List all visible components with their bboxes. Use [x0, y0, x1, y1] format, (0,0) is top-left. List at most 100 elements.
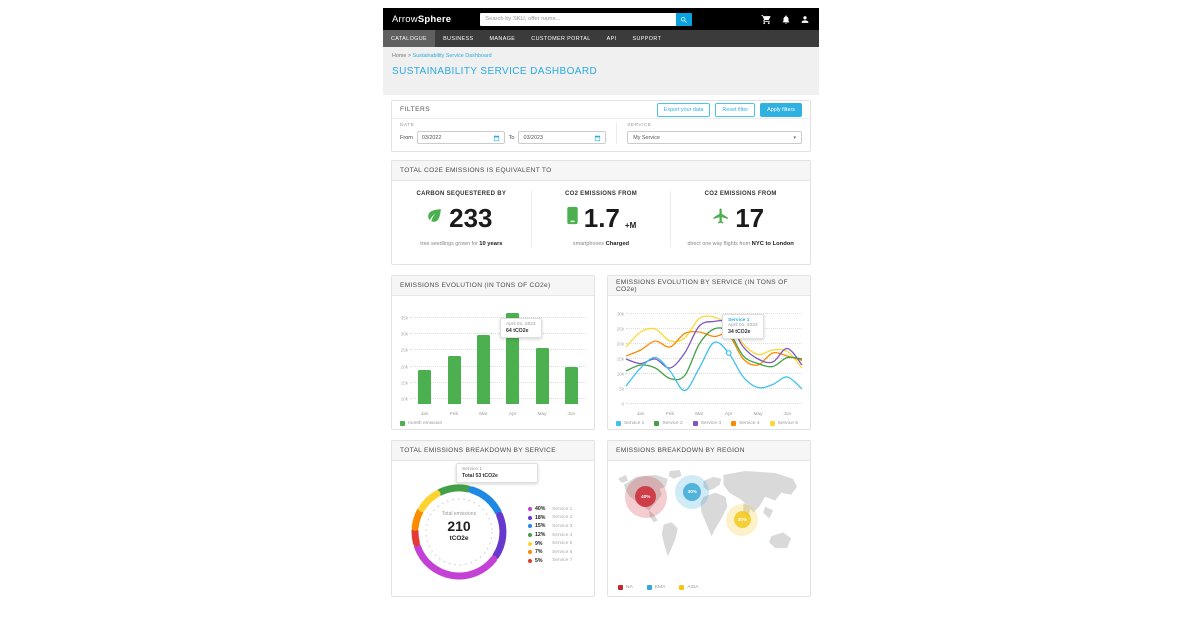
donut-segment-service-4[interactable]: [436, 484, 472, 496]
nav-item-customer-portal[interactable]: CUSTOMER PORTAL: [531, 35, 591, 42]
donut-segment-service-6[interactable]: [411, 508, 424, 531]
gridline: [410, 349, 586, 351]
gridline: [410, 316, 586, 318]
legend-label: NA: [626, 585, 633, 590]
donut-legend-item[interactable]: 12% Service 4: [528, 531, 572, 540]
date-to-input[interactable]: [523, 134, 595, 141]
service-select[interactable]: My Service ▾: [627, 131, 802, 144]
line-legend-swatch: [692, 421, 698, 426]
bar-chart: 10k 15k 20k 25k 30k 35k Jan Feb Mar Apr May Jun Ap…: [392, 296, 594, 430]
legend-item-service-1[interactable]: Service 1: [616, 421, 644, 426]
equivalent-caption-bold: 10 years: [479, 241, 503, 247]
equivalent-heading: CARBON SEQUESTERED BY: [416, 191, 507, 197]
legend-label: EMA: [654, 585, 666, 590]
legend-item-service-3[interactable]: Service 3: [692, 421, 721, 426]
calendar-icon[interactable]: [594, 129, 601, 147]
reset-filter-button[interactable]: Reset filter: [715, 102, 756, 117]
legend-pct: 40%: [535, 506, 546, 513]
date-to-field: [518, 129, 607, 147]
legend-label: Service 4: [552, 532, 573, 538]
y-axis-label: 0: [621, 401, 624, 407]
nav-item-api[interactable]: API: [606, 35, 617, 42]
equivalent-smartphones: CO2 EMISSIONS FROM 1.7 +M smartphones Ch…: [530, 191, 671, 247]
breadcrumb-separator: >: [407, 53, 412, 59]
date-from-input[interactable]: [421, 134, 493, 141]
region-bubble-value: 30%: [733, 511, 751, 529]
gridline: [626, 388, 802, 389]
nav-item-business[interactable]: BUSINESS: [443, 35, 474, 42]
series-line-service-2: [625, 327, 803, 381]
breadcrumb-current[interactable]: Sustainability Service Dashboard: [412, 53, 492, 59]
donut-legend-item[interactable]: 40% Service 1: [528, 505, 572, 514]
donut-legend-swatch: [528, 515, 532, 520]
bar-feb[interactable]: [447, 356, 461, 404]
smartphone-icon: [566, 206, 579, 230]
nav-item-catalogue[interactable]: CATALOGUE: [383, 30, 436, 47]
donut-segment-service-7[interactable]: [411, 527, 420, 547]
bar-jan[interactable]: [418, 369, 432, 404]
tooltip-date: April 01, 2023: [506, 322, 536, 327]
bar-mar[interactable]: [476, 334, 490, 404]
line-x-labels: Jan Feb Mar Apr May Jun: [626, 412, 802, 417]
gridline: [626, 358, 802, 359]
dashboard-content: FILTERS Export your data Reset filter Ap…: [383, 95, 819, 605]
user-icon[interactable]: [800, 14, 810, 25]
x-axis-label: May: [753, 412, 763, 417]
continent-africa: [700, 492, 728, 537]
chevron-down-icon: ▾: [793, 134, 796, 141]
donut-legend-item[interactable]: 18% Service 2: [528, 514, 572, 523]
legend-item-service-2[interactable]: Service 2: [654, 421, 683, 426]
gridline: [410, 333, 586, 335]
search-input[interactable]: [480, 12, 677, 26]
donut-legend-item[interactable]: 5% Service 7: [528, 557, 572, 566]
map-legend-item-asia[interactable]: ASIA: [679, 585, 699, 590]
bar-x-labels: Jan Feb Mar Apr May Jun: [410, 412, 586, 417]
y-axis-label: 15k: [400, 380, 408, 386]
continent-europe: [703, 476, 722, 491]
x-axis-label: May: [537, 412, 547, 417]
donut-segment-service-3[interactable]: [468, 486, 502, 516]
equivalent-trees: CARBON SEQUESTERED BY 233 tree seedlings…: [392, 191, 531, 247]
hovered-point-marker[interactable]: [725, 350, 732, 356]
search-button[interactable]: [676, 12, 693, 26]
emissions-breakdown-region-panel: EMISSIONS BREAKDOWN BY REGION: [607, 440, 811, 597]
region-bubble-asia[interactable]: 30%: [726, 503, 759, 536]
y-axis-label: 10k: [616, 371, 624, 377]
donut-legend-item[interactable]: 9% Service 5: [528, 539, 572, 548]
calendar-icon[interactable]: [493, 129, 500, 147]
donut-segment-service-5[interactable]: [418, 490, 441, 512]
export-data-button[interactable]: Export your data: [656, 102, 711, 117]
continent-greenland: [668, 469, 682, 479]
gridline: [626, 343, 802, 344]
arrowsphere-logo[interactable]: ArrowSphere: [392, 14, 451, 25]
nav-item-manage[interactable]: MANAGE: [489, 35, 516, 42]
nav-item-support[interactable]: SUPPORT: [632, 35, 662, 42]
apply-filters-button[interactable]: Apply filters: [760, 102, 802, 117]
x-axis-label: Jun: [567, 412, 576, 417]
region-bubble-ema[interactable]: 30%: [675, 474, 710, 509]
donut-segment-service-2[interactable]: [492, 511, 507, 560]
region-bubble-na[interactable]: 40%: [624, 475, 667, 518]
donut-segment-service-1[interactable]: [414, 543, 498, 580]
legend-item-month-emission[interactable]: month emission: [400, 421, 442, 426]
region-bubble-value: 40%: [635, 486, 657, 508]
breadcrumb-home[interactable]: Home: [392, 53, 407, 59]
bell-icon[interactable]: [781, 14, 791, 25]
main-nav: CATALOGUE BUSINESS MANAGE CUSTOMER PORTA…: [383, 30, 819, 47]
map-legend-item-na[interactable]: NA: [618, 585, 633, 590]
donut-legend-item[interactable]: 15% Service 3: [528, 522, 572, 531]
legend-item-service-4[interactable]: Service 4: [731, 421, 760, 426]
gridline: [410, 381, 586, 383]
legend-item-service-5[interactable]: Service 5: [769, 421, 798, 426]
bar-jun[interactable]: [564, 366, 578, 404]
bar-may[interactable]: [535, 347, 549, 404]
tooltip-value: Total 53 tCO2e: [462, 473, 498, 479]
cart-icon[interactable]: [761, 14, 772, 25]
filters-title: FILTERS: [400, 106, 431, 113]
map-legend: NA EMA ASIA: [618, 585, 699, 590]
equivalent-flights: CO2 EMISSIONS FROM 17 direct one way fli…: [670, 191, 810, 247]
y-axis-label: 20k: [616, 341, 624, 347]
y-axis-label: 20k: [400, 364, 408, 370]
donut-legend-item[interactable]: 7% Service 6: [528, 548, 572, 557]
map-legend-item-ema[interactable]: EMA: [646, 585, 666, 590]
